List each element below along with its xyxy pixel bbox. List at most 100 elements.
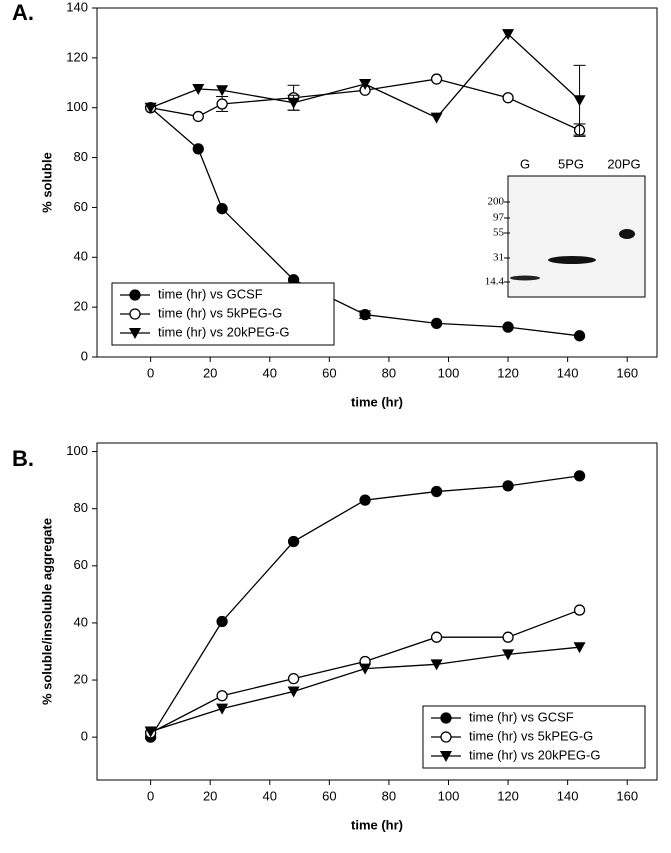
legend-label: time (hr) vs 5kPEG-G (469, 728, 593, 743)
marker (440, 712, 452, 724)
x-tick-label: 20 (203, 788, 217, 803)
x-tick-label: 140 (557, 788, 579, 803)
y-tick-label: 100 (66, 443, 88, 458)
x-tick-label: 100 (438, 365, 460, 380)
marker (502, 92, 514, 104)
marker (502, 29, 515, 41)
x-tick-label: 100 (438, 788, 460, 803)
legend-label: time (hr) vs GCSF (158, 286, 263, 301)
marker (216, 703, 229, 715)
gel-band (548, 256, 596, 264)
marker (502, 631, 514, 643)
marker (287, 672, 300, 685)
marker (430, 317, 443, 329)
x-tick-label: 120 (497, 788, 519, 803)
marker (502, 649, 515, 661)
x-tick-label: 20 (203, 365, 217, 380)
marker (573, 470, 586, 482)
y-axis-label: % soluble/insoluble aggregate (39, 518, 54, 705)
marker (287, 97, 300, 109)
marker (573, 330, 586, 342)
marker (359, 663, 372, 675)
x-tick-label: 160 (616, 365, 638, 380)
marker (502, 321, 514, 333)
marker (129, 328, 141, 339)
marker (287, 686, 300, 698)
mw-marker-label: 31 (493, 252, 504, 264)
lane-label: 5PG (558, 156, 584, 171)
marker (430, 73, 443, 85)
marker (573, 604, 586, 616)
gel-inset: G 5PG 20PG 200 97 55 31 14.4 (485, 156, 646, 298)
legend-label: time (hr) vs 20kPEG-G (469, 747, 600, 762)
marker (430, 485, 443, 498)
series-line (150, 33, 580, 119)
marker (192, 143, 204, 155)
y-tick-label: 0 (81, 729, 88, 744)
marker (192, 110, 204, 123)
marker (573, 642, 586, 654)
marker (216, 98, 228, 110)
series-line (150, 475, 580, 738)
y-tick-label: 20 (74, 671, 88, 686)
y-tick-label: 140 (66, 0, 88, 14)
marker (144, 726, 157, 738)
marker (430, 112, 443, 124)
y-tick-label: 60 (74, 557, 88, 572)
panel-label: A. (12, 0, 34, 25)
marker (216, 615, 228, 628)
legend-label: time (hr) vs 5kPEG-G (158, 305, 282, 320)
y-tick-label: 40 (74, 614, 88, 629)
x-tick-label: 0 (147, 365, 154, 380)
marker (359, 308, 371, 321)
gel-band (619, 229, 635, 239)
marker (192, 84, 205, 96)
marker (359, 79, 372, 91)
x-tick-label: 140 (557, 365, 579, 380)
y-axis-label: % soluble (39, 152, 54, 213)
marker (573, 95, 586, 107)
marker (430, 659, 443, 671)
legend-label: time (hr) vs GCSF (469, 709, 574, 724)
x-tick-label: 40 (263, 788, 277, 803)
x-tick-label: 40 (263, 365, 277, 380)
marker (216, 203, 228, 215)
marker (287, 535, 300, 548)
plot-frame (96, 7, 658, 358)
x-tick-label: 60 (322, 788, 336, 803)
marker (129, 289, 141, 301)
lane-label: 20PG (607, 156, 640, 171)
marker (430, 631, 443, 643)
x-axis-label: time (hr) (351, 394, 403, 409)
marker (440, 731, 452, 743)
lane-label: G (520, 156, 530, 171)
marker (359, 494, 371, 506)
marker (144, 102, 157, 114)
x-tick-label: 60 (322, 365, 336, 380)
mw-marker-label: 14.4 (485, 276, 505, 288)
y-tick-label: 60 (74, 199, 88, 214)
y-tick-label: 80 (74, 149, 88, 164)
y-tick-label: 0 (81, 348, 88, 363)
y-tick-label: 120 (66, 49, 88, 64)
gel-band (510, 275, 540, 281)
marker (216, 85, 229, 97)
y-tick-label: 40 (74, 249, 88, 264)
x-tick-label: 80 (382, 365, 396, 380)
marker (216, 690, 228, 702)
x-tick-label: 160 (616, 788, 638, 803)
x-axis-label: time (hr) (351, 817, 403, 832)
x-tick-label: 0 (147, 788, 154, 803)
y-tick-label: 100 (66, 99, 88, 114)
mw-marker-label: 200 (488, 196, 505, 208)
y-tick-label: 20 (74, 299, 88, 314)
marker (129, 308, 141, 320)
marker (440, 751, 452, 762)
mw-marker-label: 55 (493, 227, 505, 239)
plot-frame (96, 442, 658, 781)
x-tick-label: 120 (497, 365, 519, 380)
x-tick-label: 80 (382, 788, 396, 803)
panel-label: B. (12, 446, 34, 471)
marker (502, 480, 514, 492)
